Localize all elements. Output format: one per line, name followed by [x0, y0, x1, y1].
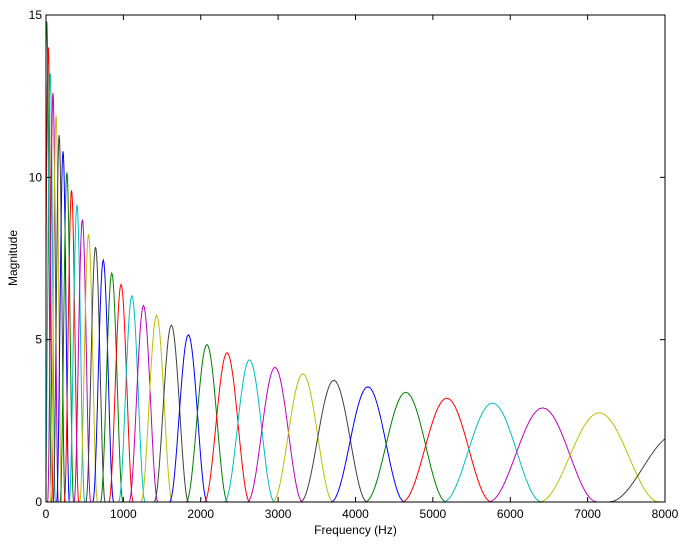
y-tick-label: 10 — [29, 170, 43, 184]
series-line — [46, 73, 56, 502]
series-line — [364, 391, 447, 502]
series-line — [443, 402, 542, 502]
x-tick-label: 3000 — [265, 507, 292, 521]
y-tick-label: 15 — [29, 8, 43, 22]
series-line — [108, 283, 134, 502]
x-tick-label: 8000 — [652, 507, 679, 521]
series-line — [92, 258, 115, 502]
series-line — [153, 324, 189, 502]
series-line — [49, 115, 63, 502]
x-tick-label: 6000 — [497, 507, 524, 521]
series-line — [272, 373, 334, 502]
series-line — [100, 271, 124, 502]
series-line — [46, 47, 54, 502]
x-tick-label: 0 — [43, 507, 50, 521]
series-line — [539, 412, 660, 502]
x-tick-label: 1000 — [110, 507, 137, 521]
series-line — [52, 135, 66, 502]
x-tick-label: 2000 — [187, 507, 214, 521]
series-line — [300, 379, 368, 502]
x-tick-label: 5000 — [420, 507, 447, 521]
x-axis-label: Frequency (Hz) — [314, 523, 397, 537]
series-line — [47, 92, 59, 502]
series-line — [185, 343, 229, 502]
series-line — [68, 204, 86, 502]
series-line — [118, 294, 146, 502]
series-line — [247, 366, 303, 502]
plot-area — [46, 21, 665, 502]
series-line — [488, 407, 598, 502]
series-line — [169, 333, 208, 502]
y-tick-label: 5 — [35, 333, 42, 347]
x-tick-label: 4000 — [342, 507, 369, 521]
series-line — [73, 219, 92, 502]
series-line — [608, 438, 665, 502]
x-tick-label: 7000 — [574, 507, 601, 521]
y-axis-label: Magnitude — [6, 230, 20, 286]
series-line — [401, 397, 492, 502]
series-line — [63, 190, 80, 502]
series-line — [330, 386, 405, 502]
series-line — [203, 351, 251, 502]
series-line — [128, 304, 159, 502]
series-line — [59, 172, 75, 502]
y-tick-label: 0 — [35, 495, 42, 509]
series-line — [224, 359, 275, 502]
series-line — [140, 314, 173, 502]
series-line — [85, 247, 106, 502]
series-line — [79, 234, 98, 502]
